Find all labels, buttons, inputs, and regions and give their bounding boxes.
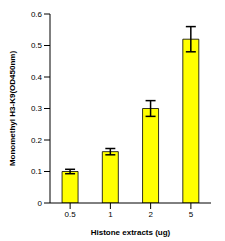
svg-text:2: 2 [148,210,153,219]
svg-text:1: 1 [108,210,113,219]
svg-text:0.5: 0.5 [31,41,43,50]
svg-text:0.6: 0.6 [31,10,43,19]
svg-text:5: 5 [189,210,194,219]
svg-text:0: 0 [38,199,43,208]
svg-text:0.4: 0.4 [31,73,43,82]
svg-text:0.5: 0.5 [65,210,77,219]
svg-text:Histone extracts (ug): Histone extracts (ug) [91,228,171,237]
svg-text:0.1: 0.1 [31,167,43,176]
svg-text:Monomethyl H3-K9(OD450nm): Monomethyl H3-K9(OD450nm) [8,51,17,166]
svg-text:0.3: 0.3 [31,104,43,113]
svg-text:0.2: 0.2 [31,136,43,145]
